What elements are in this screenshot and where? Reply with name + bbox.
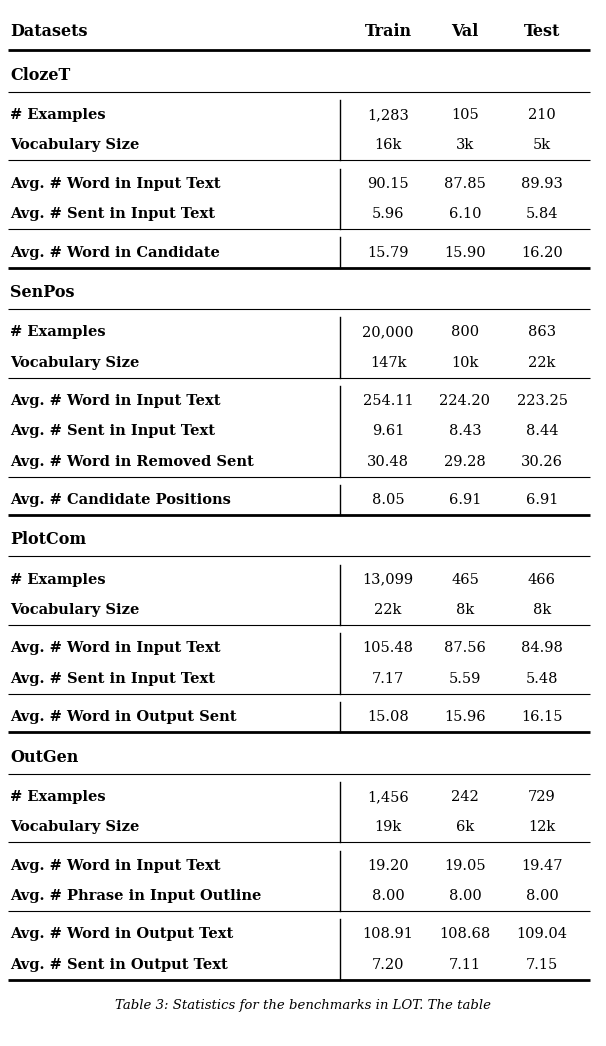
Text: 8.00: 8.00 <box>371 889 404 903</box>
Text: 1,456: 1,456 <box>367 790 409 804</box>
Text: Avg. # Word in Output Sent: Avg. # Word in Output Sent <box>10 710 236 724</box>
Text: 7.20: 7.20 <box>371 958 404 972</box>
Text: Avg. # Word in Input Text: Avg. # Word in Input Text <box>10 394 221 408</box>
Text: 19.20: 19.20 <box>367 859 409 872</box>
Text: Test: Test <box>524 23 560 40</box>
Text: Vocabulary Size: Vocabulary Size <box>10 820 139 834</box>
Text: 8.43: 8.43 <box>448 425 481 438</box>
Text: Avg. # Word in Input Text: Avg. # Word in Input Text <box>10 641 221 656</box>
Text: 466: 466 <box>528 573 556 587</box>
Text: 105: 105 <box>451 108 479 122</box>
Text: Avg. # Word in Output Text: Avg. # Word in Output Text <box>10 928 233 941</box>
Text: 5k: 5k <box>533 138 551 153</box>
Text: 22k: 22k <box>528 356 556 369</box>
Text: 5.84: 5.84 <box>526 207 558 221</box>
Text: 87.56: 87.56 <box>444 641 486 656</box>
Text: 8.05: 8.05 <box>371 493 404 507</box>
Text: 3k: 3k <box>456 138 474 153</box>
Text: 16.15: 16.15 <box>521 710 563 724</box>
Text: OutGen: OutGen <box>10 749 78 766</box>
Text: Avg. # Word in Input Text: Avg. # Word in Input Text <box>10 177 221 190</box>
Text: Avg. # Candidate Positions: Avg. # Candidate Positions <box>10 493 231 507</box>
Text: 84.98: 84.98 <box>521 641 563 656</box>
Text: 7.11: 7.11 <box>449 958 481 972</box>
Text: 8.00: 8.00 <box>525 889 558 903</box>
Text: 210: 210 <box>528 108 556 122</box>
Text: 224.20: 224.20 <box>439 394 490 408</box>
Text: 90.15: 90.15 <box>367 177 409 190</box>
Text: 30.26: 30.26 <box>521 455 563 469</box>
Text: 465: 465 <box>451 573 479 587</box>
Text: 19k: 19k <box>375 820 402 834</box>
Text: 108.91: 108.91 <box>362 928 413 941</box>
Text: 6.10: 6.10 <box>449 207 481 221</box>
Text: Avg. # Sent in Input Text: Avg. # Sent in Input Text <box>10 425 215 438</box>
Text: 147k: 147k <box>370 356 406 369</box>
Text: 10k: 10k <box>451 356 479 369</box>
Text: Vocabulary Size: Vocabulary Size <box>10 356 139 369</box>
Text: 6.91: 6.91 <box>526 493 558 507</box>
Text: 16.20: 16.20 <box>521 246 563 259</box>
Text: Avg. # Sent in Input Text: Avg. # Sent in Input Text <box>10 207 215 221</box>
Text: 800: 800 <box>451 325 479 339</box>
Text: Avg. # Phrase in Input Outline: Avg. # Phrase in Input Outline <box>10 889 261 903</box>
Text: 8k: 8k <box>456 602 474 617</box>
Text: 29.28: 29.28 <box>444 455 486 469</box>
Text: Table 3: Statistics for the benchmarks in LOT. The table: Table 3: Statistics for the benchmarks i… <box>115 1000 491 1013</box>
Text: Vocabulary Size: Vocabulary Size <box>10 138 139 153</box>
Text: 19.05: 19.05 <box>444 859 486 872</box>
Text: # Examples: # Examples <box>10 573 105 587</box>
Text: 15.96: 15.96 <box>444 710 486 724</box>
Text: Train: Train <box>364 23 411 40</box>
Text: 105.48: 105.48 <box>362 641 413 656</box>
Text: # Examples: # Examples <box>10 790 105 804</box>
Text: # Examples: # Examples <box>10 108 105 122</box>
Text: 16k: 16k <box>375 138 402 153</box>
Text: 19.47: 19.47 <box>521 859 563 872</box>
Text: Avg. # Word in Removed Sent: Avg. # Word in Removed Sent <box>10 455 254 469</box>
Text: 5.96: 5.96 <box>371 207 404 221</box>
Text: 15.90: 15.90 <box>444 246 486 259</box>
Text: 108.68: 108.68 <box>439 928 491 941</box>
Text: 729: 729 <box>528 790 556 804</box>
Text: 13,099: 13,099 <box>362 573 413 587</box>
Text: 223.25: 223.25 <box>516 394 567 408</box>
Text: 8.00: 8.00 <box>448 889 481 903</box>
Text: Avg. # Word in Candidate: Avg. # Word in Candidate <box>10 246 220 259</box>
Text: 8.44: 8.44 <box>526 425 558 438</box>
Text: 242: 242 <box>451 790 479 804</box>
Text: 8k: 8k <box>533 602 551 617</box>
Text: 1,283: 1,283 <box>367 108 409 122</box>
Text: 9.61: 9.61 <box>372 425 404 438</box>
Text: 15.79: 15.79 <box>367 246 409 259</box>
Text: ClozeT: ClozeT <box>10 67 70 84</box>
Text: Val: Val <box>451 23 479 40</box>
Text: SenPos: SenPos <box>10 283 75 301</box>
Text: 7.15: 7.15 <box>526 958 558 972</box>
Text: Avg. # Word in Input Text: Avg. # Word in Input Text <box>10 859 221 872</box>
Text: 89.93: 89.93 <box>521 177 563 190</box>
Text: 22k: 22k <box>375 602 402 617</box>
Text: 15.08: 15.08 <box>367 710 409 724</box>
Text: 7.17: 7.17 <box>372 672 404 686</box>
Text: 254.11: 254.11 <box>362 394 413 408</box>
Text: Vocabulary Size: Vocabulary Size <box>10 602 139 617</box>
Text: 5.48: 5.48 <box>526 672 558 686</box>
Text: 87.85: 87.85 <box>444 177 486 190</box>
Text: 109.04: 109.04 <box>516 928 567 941</box>
Text: 5.59: 5.59 <box>449 672 481 686</box>
Text: 12k: 12k <box>528 820 556 834</box>
Text: Avg. # Sent in Output Text: Avg. # Sent in Output Text <box>10 958 228 972</box>
Text: Datasets: Datasets <box>10 23 87 40</box>
Text: Avg. # Sent in Input Text: Avg. # Sent in Input Text <box>10 672 215 686</box>
Text: 30.48: 30.48 <box>367 455 409 469</box>
Text: 6.91: 6.91 <box>449 493 481 507</box>
Text: 6k: 6k <box>456 820 474 834</box>
Text: PlotCom: PlotCom <box>10 531 86 548</box>
Text: 20,000: 20,000 <box>362 325 414 339</box>
Text: 863: 863 <box>528 325 556 339</box>
Text: # Examples: # Examples <box>10 325 105 339</box>
